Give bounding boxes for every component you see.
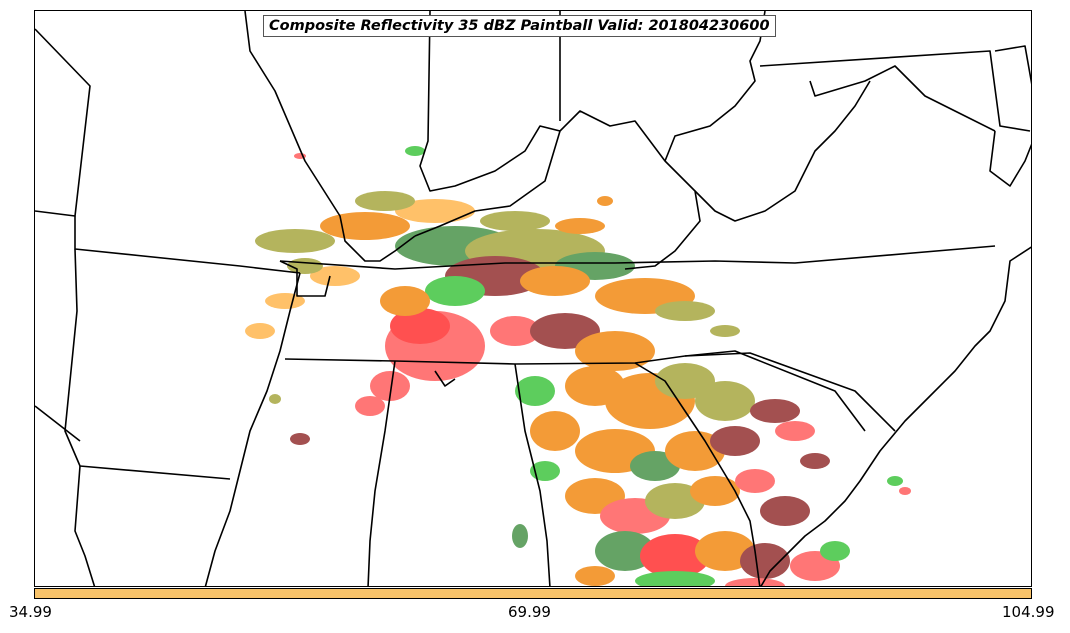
radar-blob	[380, 286, 430, 316]
radar-blob	[735, 469, 775, 493]
radar-blob	[530, 411, 580, 451]
radar-blob	[597, 196, 613, 206]
colorbar-tick-label: 104.99	[1002, 603, 1055, 621]
radar-blob	[269, 394, 281, 404]
radar-blob	[655, 301, 715, 321]
map-title: Composite Reflectivity 35 dBZ Paintball …	[263, 15, 776, 37]
state-boundaries	[35, 11, 1031, 586]
radar-blob	[640, 534, 710, 578]
radar-blob	[800, 453, 830, 469]
radar-blob	[480, 211, 550, 231]
radar-blob	[530, 461, 560, 481]
radar-blob	[740, 543, 790, 579]
radar-blob	[245, 323, 275, 339]
radar-blob	[425, 276, 485, 306]
radar-blob	[290, 433, 310, 445]
radar-blob	[515, 376, 555, 406]
radar-blob	[255, 229, 335, 253]
radar-blob	[775, 421, 815, 441]
map-canvas	[35, 11, 1031, 586]
radar-blob	[395, 199, 475, 223]
colorbar-tick-label: 34.99	[9, 603, 52, 621]
radar-blob	[490, 316, 540, 346]
radar-blob	[555, 218, 605, 234]
radar-blob	[320, 212, 410, 240]
radar-blob	[355, 396, 385, 416]
radar-blob	[520, 266, 590, 296]
radar-blob	[595, 531, 655, 571]
colorbar-tick-label: 69.99	[508, 603, 551, 621]
radar-blob	[725, 578, 785, 586]
colorbar	[34, 588, 1032, 599]
radar-blob	[575, 331, 655, 371]
reflectivity-paintball-layer	[245, 146, 911, 586]
radar-blob	[405, 146, 425, 156]
radar-blob	[899, 487, 911, 495]
radar-blob	[310, 266, 360, 286]
radar-blob	[695, 381, 755, 421]
radar-blob	[760, 496, 810, 526]
radar-blob	[635, 571, 715, 586]
radar-blob	[710, 426, 760, 456]
radar-blob	[690, 476, 740, 506]
radar-blob	[370, 371, 410, 401]
radar-blob	[710, 325, 740, 337]
radar-blob	[820, 541, 850, 561]
radar-blob	[390, 308, 450, 344]
radar-blob	[750, 399, 800, 423]
radar-blob	[575, 566, 615, 586]
radar-blob	[645, 483, 705, 519]
radar-blob	[355, 191, 415, 211]
radar-blob	[265, 293, 305, 309]
radar-blob	[887, 476, 903, 486]
radar-blob	[512, 524, 528, 548]
map-frame	[34, 10, 1032, 587]
